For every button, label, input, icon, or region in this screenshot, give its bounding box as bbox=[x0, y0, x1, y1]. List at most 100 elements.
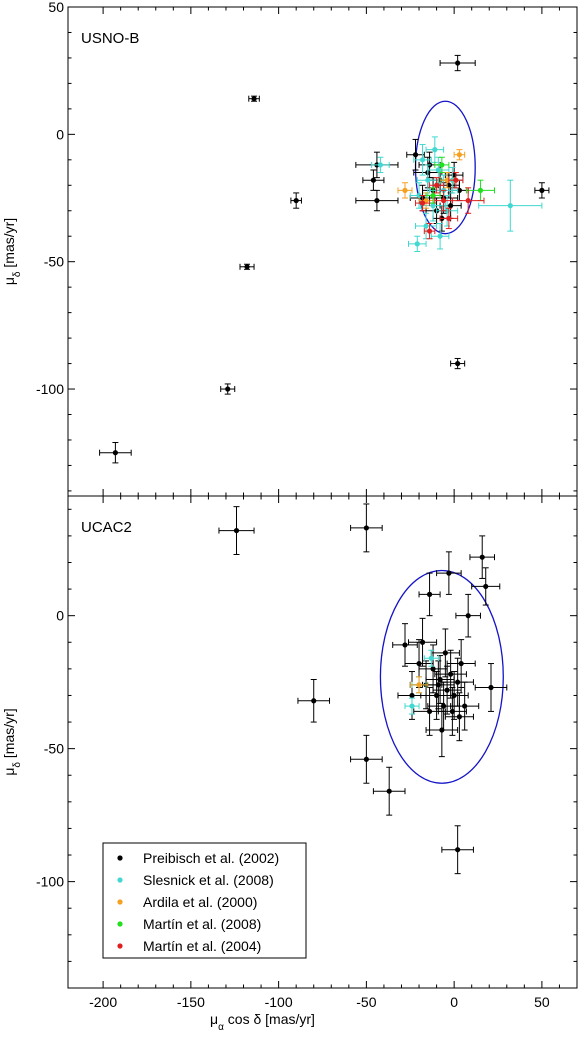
point-marker bbox=[479, 554, 485, 560]
data-point bbox=[450, 357, 466, 370]
point-marker bbox=[428, 655, 434, 661]
point-marker bbox=[453, 177, 459, 183]
point-marker bbox=[488, 684, 494, 691]
data-point bbox=[451, 187, 485, 214]
point-marker bbox=[386, 788, 392, 794]
data-point bbox=[362, 169, 385, 191]
point-marker bbox=[456, 714, 463, 720]
data-point bbox=[415, 212, 438, 240]
point-marker bbox=[449, 708, 455, 715]
y-tick-label: -50 bbox=[44, 741, 64, 757]
data-point bbox=[350, 734, 383, 784]
data-point bbox=[404, 697, 420, 715]
point-marker bbox=[409, 703, 415, 709]
legend-marker bbox=[117, 921, 123, 927]
data-point bbox=[437, 686, 467, 736]
data-point bbox=[392, 623, 418, 667]
point-marker bbox=[539, 187, 545, 193]
data-point bbox=[248, 95, 260, 102]
y-tick-label: 0 bbox=[56, 608, 64, 624]
data-point bbox=[455, 593, 481, 638]
point-marker bbox=[112, 450, 118, 456]
y-tick-label: 0 bbox=[56, 126, 64, 142]
panel-usno-b: 50 0 -50 -100 USNO-B μδ [mas/yr] bbox=[1, 0, 578, 497]
data-point bbox=[441, 657, 474, 707]
data-point bbox=[220, 383, 236, 395]
x-tick-label: -150 bbox=[177, 994, 205, 1010]
selection-ellipse bbox=[379, 569, 504, 784]
series-ardila-et-al-2000- bbox=[409, 676, 429, 694]
point-marker bbox=[416, 660, 422, 667]
point-marker bbox=[507, 203, 513, 209]
point-marker bbox=[437, 233, 443, 239]
series-preibisch-et-al-2002- bbox=[99, 54, 550, 464]
point-marker bbox=[419, 157, 426, 163]
data-point bbox=[425, 136, 445, 163]
panel-label: UCAC2 bbox=[81, 519, 132, 536]
point-marker bbox=[458, 660, 464, 667]
point-marker bbox=[409, 692, 415, 699]
point-marker bbox=[233, 527, 240, 534]
x-tick-label: -100 bbox=[265, 994, 293, 1010]
point-marker bbox=[419, 639, 426, 645]
x-tick-label: -50 bbox=[356, 994, 376, 1010]
y-axis-label: μδ [mas/yr] bbox=[1, 218, 23, 285]
point-marker bbox=[374, 197, 380, 204]
data-point bbox=[465, 179, 496, 202]
point-marker bbox=[425, 177, 431, 183]
data-point bbox=[99, 442, 132, 464]
point-marker bbox=[430, 666, 436, 672]
data-point bbox=[432, 665, 462, 715]
point-marker bbox=[402, 642, 408, 648]
data-point bbox=[415, 194, 431, 212]
data-point bbox=[439, 54, 476, 72]
point-marker bbox=[430, 203, 436, 209]
point-marker bbox=[448, 671, 454, 677]
point-marker bbox=[446, 570, 452, 576]
data-point bbox=[350, 503, 383, 553]
data-point bbox=[397, 671, 427, 720]
point-marker bbox=[412, 152, 419, 158]
x-tick-label: 50 bbox=[534, 994, 550, 1010]
y-tick-label: 50 bbox=[48, 0, 64, 15]
point-marker bbox=[432, 147, 438, 153]
series-slesnick-et-al-2008- bbox=[371, 136, 543, 252]
x-tick-label: -200 bbox=[89, 994, 117, 1010]
point-marker bbox=[435, 682, 441, 688]
data-point bbox=[474, 663, 508, 712]
data-point bbox=[425, 187, 441, 204]
point-marker bbox=[244, 264, 250, 270]
data-point bbox=[355, 189, 399, 212]
point-marker bbox=[363, 756, 369, 762]
point-marker bbox=[448, 203, 454, 209]
point-marker bbox=[442, 650, 448, 656]
data-point bbox=[423, 649, 439, 667]
point-marker bbox=[430, 192, 436, 199]
data-point bbox=[439, 207, 459, 230]
legend-marker bbox=[117, 899, 123, 905]
data-point bbox=[471, 567, 501, 606]
point-marker bbox=[465, 613, 471, 619]
point-marker bbox=[377, 162, 384, 168]
data-point bbox=[436, 551, 462, 595]
data-point bbox=[436, 194, 459, 227]
y-axis-label: μδ [mas/yr] bbox=[1, 708, 23, 775]
data-point bbox=[409, 676, 429, 694]
point-marker bbox=[462, 703, 468, 709]
y-tick-label: -50 bbox=[44, 254, 64, 270]
data-point bbox=[239, 263, 255, 270]
legend: Preibisch et al. (2002) Slesnick et al. (… bbox=[102, 842, 307, 959]
data-point bbox=[446, 639, 476, 688]
data-point bbox=[427, 156, 450, 184]
point-marker bbox=[439, 162, 445, 168]
data-point bbox=[448, 172, 464, 189]
point-marker bbox=[426, 591, 433, 598]
y-tick-label: -100 bbox=[36, 381, 64, 397]
data-point bbox=[408, 235, 427, 252]
point-marker bbox=[416, 192, 422, 199]
plot-frame bbox=[67, 6, 578, 497]
point-marker bbox=[370, 177, 376, 183]
selection-ellipse bbox=[414, 100, 476, 235]
legend-label: Ardila et al. (2000) bbox=[143, 894, 257, 910]
